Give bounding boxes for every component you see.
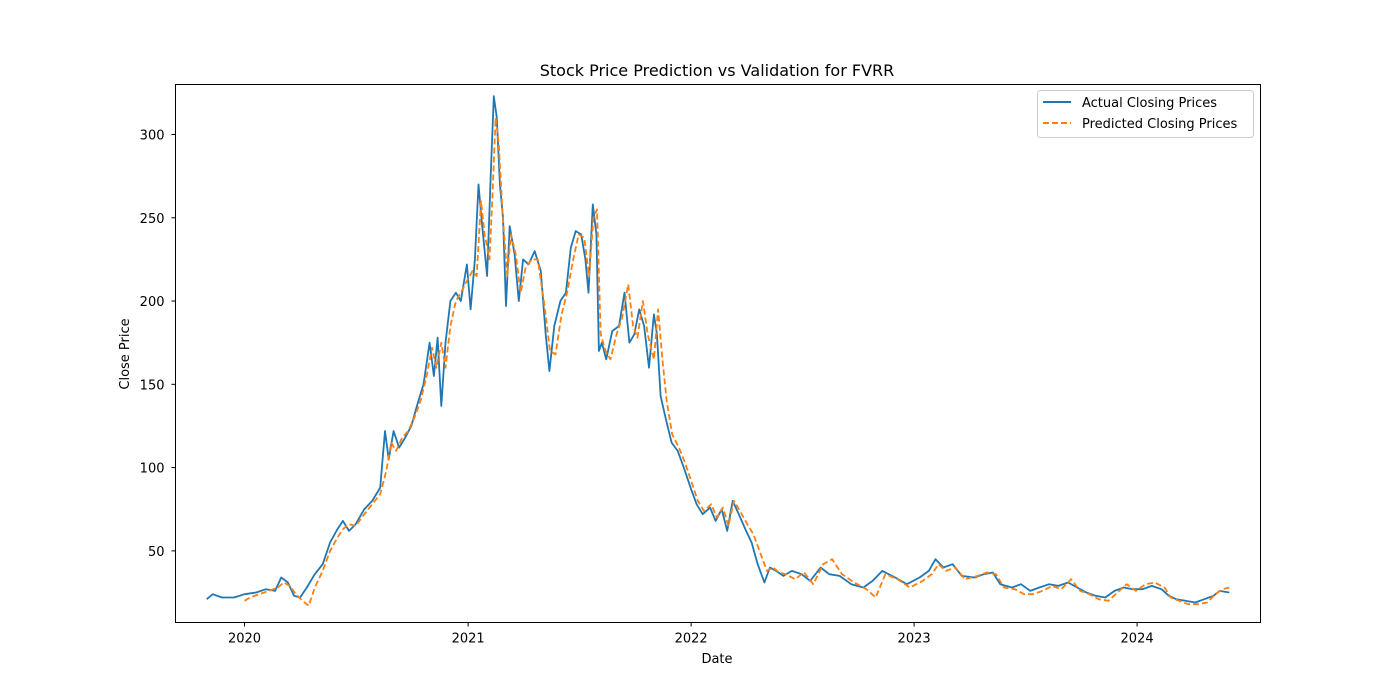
plot-frame (175, 84, 1261, 623)
y-tick-label: 150 (140, 378, 165, 393)
y-axis-label: Close Price (118, 318, 133, 389)
x-tick-label: 2024 (1121, 632, 1154, 647)
x-tick-label: 2022 (675, 632, 708, 647)
legend-label-predicted: Predicted Closing Prices (1082, 117, 1238, 132)
y-tick-label: 250 (140, 212, 165, 227)
y-tick-label: 200 (140, 295, 165, 310)
y-tick-label: 100 (140, 462, 165, 477)
x-tick-label: 2020 (228, 632, 261, 647)
x-tick-label: 2023 (898, 632, 931, 647)
y-tick-label: 300 (140, 128, 165, 143)
x-axis: 2020 2021 2022 2023 2024 (228, 622, 1154, 647)
legend: Actual Closing Prices Predicted Closing … (1037, 90, 1254, 138)
x-tick-label: 2021 (452, 632, 485, 647)
x-axis-label: Date (701, 652, 732, 667)
series-line-actual (206, 95, 1230, 604)
legend-label-actual: Actual Closing Prices (1082, 96, 1217, 111)
y-axis: 50 100 150 200 250 300 (140, 128, 176, 560)
chart-title: Stock Price Prediction vs Validation for… (540, 61, 895, 80)
plot-lines (206, 95, 1230, 607)
series-line-predicted (244, 116, 1230, 607)
legend-box (1037, 90, 1254, 138)
y-tick-label: 50 (148, 545, 165, 560)
